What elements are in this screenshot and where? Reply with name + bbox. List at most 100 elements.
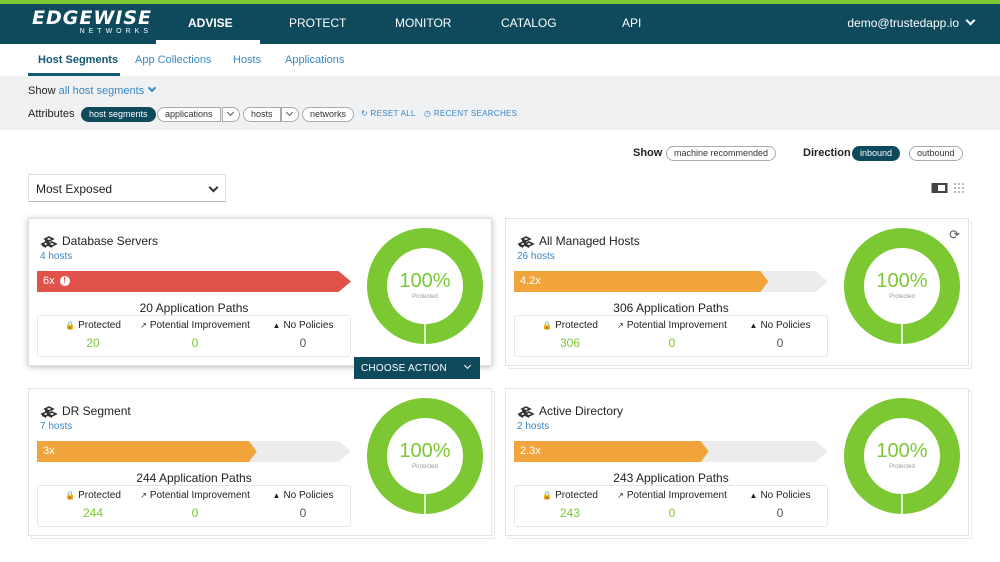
direction-outbound[interactable]: outbound [909,146,963,161]
pill-host-segments[interactable]: host segments [81,107,156,122]
stat-no-policies-value: 0 [299,506,307,520]
segment-card[interactable]: DR Segment 7 hosts 3x 244 Application Pa… [28,388,492,536]
nav-api[interactable]: API [622,16,642,30]
reset-all-link[interactable]: ↻ RESET ALL [361,109,416,118]
recent-searches-link[interactable]: ◷ RECENT SEARCHES [424,109,517,118]
stat-no-policies-value: 0 [776,336,784,350]
stat-improvement-value: 0 [668,506,676,520]
protection-donut: 100% Protected [366,227,484,345]
protection-donut: 100% Protected [843,227,961,345]
exposure-bar: 3x [37,441,351,462]
card-hosts-link[interactable]: 2 hosts [517,421,550,432]
card-hosts-link[interactable]: 4 hosts [40,251,73,262]
exposure-value: 3x [43,445,55,457]
grid-view-icon[interactable] [954,181,965,199]
card-view-icon[interactable] [931,181,948,199]
protection-donut: 100% Protected [843,397,961,515]
card-title: Active Directory [539,404,624,418]
nav-active-indicator [156,40,260,44]
pill-networks[interactable]: networks [302,107,355,122]
stat-improvement-label: Potential Improvement [149,490,250,501]
application-paths: 244 Application Paths [136,471,252,485]
stat-no-policies: ▲ No Policies 0 [725,320,835,350]
segment-card[interactable]: Active Directory 2 hosts 2.3x 243 Applic… [505,388,969,536]
clock-icon: ◷ [424,109,434,118]
pill-applications[interactable]: applications [157,107,221,122]
exposure-value: 4.2x [520,275,541,287]
logo-name: EDGEWISE [32,7,153,29]
user-email: demo@trustedapp.io [847,16,959,30]
stat-improvement: ↗ Potential Improvement 0 [140,320,250,350]
filter-panel: Show all host segments Attributes host s… [0,76,1000,130]
user-menu[interactable]: demo@trustedapp.io [847,15,976,30]
choose-action-label: CHOOSE ACTION [361,363,447,374]
show-value: all host segments [58,85,145,97]
stat-no-policies: ▲ No Policies 0 [725,490,835,520]
segment-stack-icon [40,405,58,424]
show-dropdown[interactable]: all host segments [58,83,157,97]
tab-host-segments[interactable]: Host Segments [38,54,119,66]
nav-advise[interactable]: ADVISE [188,16,233,30]
edgewise-logo[interactable]: EDGEWISE NETWORKS [32,8,152,35]
card-hosts-link[interactable]: 26 hosts [517,251,555,262]
card-title: Database Servers [62,234,159,248]
application-paths: 306 Application Paths [613,301,729,315]
exposure-value: 2.3x [520,445,541,457]
segment-card[interactable]: Database Servers 4 hosts 6x! 20 Applicat… [28,218,492,366]
tab-applications[interactable]: Applications [285,54,345,66]
exposure-bar: 4.2x [514,271,828,292]
exposure-bar-fill: 3x [37,441,257,462]
direction-label: Direction [803,147,851,159]
hosts-dropdown-toggle[interactable] [281,107,299,122]
nav-catalog[interactable]: CATALOG [501,16,557,30]
donut-label: Protected [412,464,438,470]
recent-label: RECENT SEARCHES [433,109,518,118]
stat-protected: 🔒 Protected 306 [515,320,625,350]
nav-monitor[interactable]: MONITOR [395,16,452,30]
exposure-bar: 6x! [37,271,351,292]
sort-value: Most Exposed [36,182,113,196]
stat-protected-label: Protected [78,320,121,331]
application-paths: 20 Application Paths [139,301,249,315]
info-icon[interactable]: ! [60,276,70,286]
chevron-down-icon [208,182,219,193]
donut-label: Protected [412,294,438,300]
refresh-icon[interactable]: ⟳ [949,227,960,242]
sort-dropdown[interactable]: Most Exposed [28,174,226,202]
exposure-bar: 2.3x [514,441,828,462]
applications-dropdown-toggle[interactable] [222,107,240,122]
stat-improvement: ↗ Potential Improvement 0 [617,490,727,520]
stat-improvement: ↗ Potential Improvement 0 [617,320,727,350]
machine-recommended-toggle[interactable]: machine recommended [666,146,777,161]
application-paths: 243 Application Paths [613,471,729,485]
segment-card[interactable]: All Managed Hosts 26 hosts ⟳ 4.2x 306 Ap… [505,218,969,366]
stat-improvement: ↗ Potential Improvement 0 [140,490,250,520]
stat-protected: 🔒 Protected 20 [38,320,148,350]
pill-hosts[interactable]: hosts [243,107,281,122]
stat-no-policies: ▲ No Policies 0 [248,320,358,350]
donut-label: Protected [889,294,915,300]
reset-label: RESET ALL [370,109,416,118]
tab-app-collections[interactable]: App Collections [135,54,212,66]
warning-icon: ▲ [749,491,758,500]
card-hosts-link[interactable]: 7 hosts [40,421,73,432]
sub-tabs: Host Segments App Collections Hosts Appl… [0,44,1000,76]
choose-action-button[interactable]: CHOOSE ACTION [354,357,480,379]
stat-no-policies-value: 0 [299,336,307,350]
tab-hosts[interactable]: Hosts [233,54,262,66]
stat-improvement-label: Potential Improvement [149,320,250,331]
lock-icon: 🔒 [65,491,76,500]
nav-protect[interactable]: PROTECT [289,16,347,30]
segment-stack-icon [517,405,535,424]
donut-percent: 100% [876,270,928,292]
stat-no-policies: ▲ No Policies 0 [248,490,358,520]
reset-icon: ↻ [361,109,371,118]
donut-percent: 100% [399,440,451,462]
stat-improvement-value: 0 [191,336,199,350]
top-nav-bar: EDGEWISE NETWORKS ADVISE PROTECT MONITOR… [0,0,1000,44]
stat-improvement-label: Potential Improvement [626,320,727,331]
exposure-value: 6x! [43,275,70,287]
stat-no-policies-label: No Policies [760,490,811,501]
direction-inbound[interactable]: inbound [852,146,901,161]
stat-improvement-value: 0 [668,336,676,350]
